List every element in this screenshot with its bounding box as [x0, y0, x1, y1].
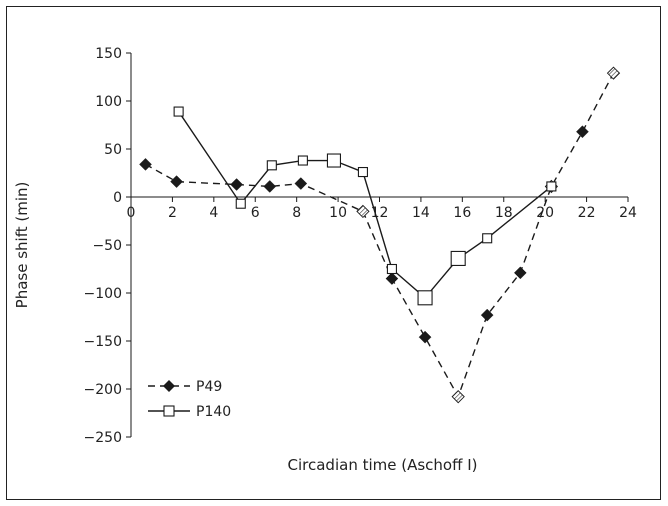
x-tick-label: 14 — [412, 205, 430, 221]
data-point-p140 — [297, 155, 308, 166]
data-point-p140 — [450, 250, 466, 266]
data-point-p49 — [480, 308, 494, 322]
x-tick-label: 12 — [371, 205, 389, 221]
x-tick-label: 4 — [209, 205, 218, 221]
data-point-p49 — [139, 158, 152, 171]
x-axis-ticks: 0 2 4 6 8 10 12 14 16 18 20 22 24 — [127, 197, 637, 221]
x-tick-label: 6 — [251, 205, 260, 221]
series-layer — [139, 66, 621, 404]
x-tick-label: 10 — [329, 205, 347, 221]
data-point-p140 — [357, 166, 368, 178]
y-tick-label: 0 — [113, 190, 122, 206]
y-tick-label: −200 — [84, 382, 122, 398]
data-point-p140 — [235, 198, 246, 209]
y-tick-label: 50 — [104, 142, 122, 158]
data-point-p49 — [230, 178, 243, 191]
data-point-p49 — [576, 125, 589, 139]
y-tick-label: 150 — [95, 46, 122, 62]
data-point-p140 — [482, 233, 493, 244]
legend-label-p140: P140 — [196, 404, 231, 420]
x-tick-label: 16 — [453, 205, 471, 221]
y-tick-label: −250 — [84, 430, 122, 446]
data-point-p49 — [385, 272, 399, 285]
data-point-p140 — [326, 153, 341, 168]
data-point-p49 — [263, 180, 277, 193]
data-point-p140 — [173, 106, 184, 117]
y-tick-label: −50 — [92, 238, 122, 254]
x-tick-label: 0 — [127, 205, 136, 221]
x-tick-label: 2 — [168, 205, 177, 221]
chart-frame — [6, 6, 661, 500]
data-point-p140 — [546, 181, 557, 192]
x-axis-label: Circadian time (Aschoff I) — [288, 456, 478, 474]
data-point-p49 — [356, 204, 370, 219]
x-tick-label: 20 — [536, 205, 554, 221]
x-tick-label: 22 — [578, 205, 596, 221]
y-tick-label: 100 — [95, 94, 122, 110]
y-tick-label: −100 — [84, 286, 122, 302]
legend-marker-square — [163, 405, 175, 417]
legend-marker-diamond — [163, 380, 175, 392]
x-tick-label: 18 — [495, 205, 513, 221]
data-point-p140 — [266, 160, 277, 171]
data-point-p49 — [513, 266, 527, 280]
legend-label-p49: P49 — [196, 379, 222, 395]
data-point-p49 — [294, 177, 308, 190]
data-point-p49 — [606, 66, 621, 80]
y-axis-ticks: 150 100 50 0 −50 −100 −150 −200 −250 — [84, 46, 131, 446]
series-line-p49 — [145, 72, 615, 399]
data-point-p140 — [417, 290, 433, 306]
y-axis-label: Phase shift (min) — [13, 182, 31, 309]
x-tick-label: 24 — [619, 205, 637, 221]
data-point-p49 — [451, 390, 465, 404]
legend-item-p49: P49 — [148, 379, 222, 395]
data-point-p140 — [386, 263, 397, 275]
x-tick-label: 8 — [292, 205, 301, 221]
legend-item-p140: P140 — [148, 404, 231, 420]
data-point-p49 — [170, 175, 183, 188]
y-tick-label: −150 — [84, 334, 122, 350]
data-point-p49 — [418, 330, 432, 344]
legend: P49 P140 — [148, 379, 231, 420]
